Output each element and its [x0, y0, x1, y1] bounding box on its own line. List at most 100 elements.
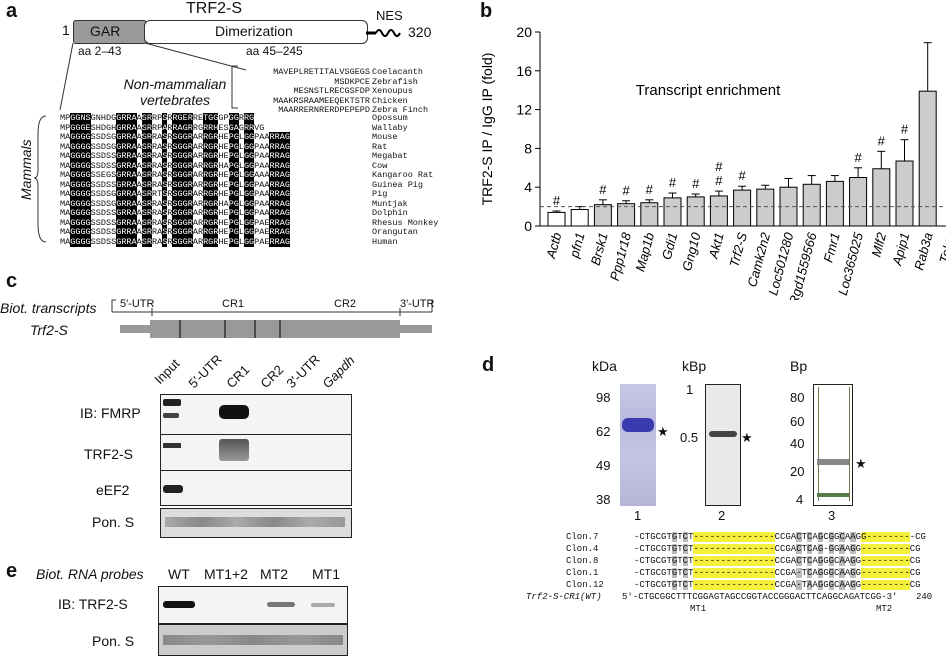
nonmammal-species: Coelacanth	[372, 67, 424, 77]
gel3-star: ★	[855, 456, 867, 471]
bar-Mlf2	[872, 168, 891, 227]
sig-Brsk1: #	[599, 182, 607, 197]
band-mt1	[311, 603, 335, 607]
coomassie-gel	[620, 384, 656, 506]
mammal-seq: MAGGGGSSDSGGRRAASRRASRSGGRARRGRHEPGLGGPA…	[60, 132, 290, 142]
lane-gapdh: Gapdh	[319, 352, 358, 391]
band-input-fmrp	[163, 399, 181, 406]
mammal-seq: MAGGGGSSDSSGRRAASRRASRSGGRARRGRHEPGLGGPA…	[60, 217, 290, 228]
clone-name: Clon.1	[566, 568, 599, 578]
nonmammal-bracket	[231, 65, 238, 109]
chart-title: Transcript enrichment	[636, 82, 781, 99]
gar-range: aa 2–43	[78, 44, 122, 58]
nonmammal-group-label: Non-mammalian vertebrates	[123, 76, 227, 108]
gel2-num: 2	[718, 508, 726, 523]
x-label-Actb: Actb	[543, 231, 564, 261]
bar-Akt1	[709, 195, 728, 227]
mammal-species: Wallaby	[372, 122, 408, 133]
dimer-range: aa 45–245	[246, 44, 303, 58]
kda-tick-62: 62	[596, 424, 611, 439]
blot-eef2	[160, 470, 352, 506]
nonmammal-seq: MAAKRSRAAMEEQEKTSTR	[273, 95, 371, 106]
region-cr2: CR2	[334, 298, 357, 310]
bp-tick-80: 80	[790, 390, 805, 405]
protein-title: TRF2-S	[186, 0, 242, 17]
bar-chart: 0 4 8 12 16 20 TRF2-S IP / IgG IP (fold) Transc…	[479, 24, 946, 300]
x-label-Gdi1: Gdi1	[659, 231, 681, 261]
band-wt	[163, 601, 195, 608]
blot-fmrp	[160, 394, 352, 436]
x-label-Mlf2: Mlf2	[868, 230, 889, 258]
lane-mt2: MT2	[260, 566, 288, 582]
x-label-pfn1: pfn1	[566, 231, 587, 260]
mammal-species: Kangaroo Rat	[372, 170, 434, 180]
mammal-seq: MAGGGGSSDSSGRRAASRRASRSGGRARRGRHAPGLGGPA…	[60, 160, 290, 171]
bar-pfn1	[570, 209, 589, 227]
y-tick-label: 0	[524, 218, 532, 234]
x-label-Trf2-S: Trf2-S	[726, 231, 750, 269]
row-pons: Pon. S	[92, 514, 135, 530]
nonmammal-seq: MAARRERNRERDPEPEPD	[278, 105, 371, 115]
band-input-fmrp2	[163, 413, 179, 418]
wt-name: Trf2-S-CR1(WT)	[526, 592, 602, 602]
mammal-seq: MAGGGGSSDSSGRRAASRRASRSGGRARRGRHEPGLGGPA…	[60, 236, 290, 247]
bar-Camk2n2	[756, 188, 775, 227]
nes-label: NES	[376, 8, 403, 23]
y-axis-title: TRF2-S IP / IgG IP (fold)	[479, 53, 495, 206]
blot-pons-c	[160, 508, 352, 538]
bp-tick-60: 60	[790, 414, 805, 429]
band-mt2	[267, 602, 295, 607]
gar-label: GAR	[90, 23, 121, 39]
mammal-seq: MAGGGGSSDSSGRRAASRRASRSGGRARRGRHEPGLGGPA…	[60, 227, 290, 237]
row-trf2s: TRF2-S	[84, 446, 133, 462]
nonmammal-species: Chicken	[372, 95, 408, 106]
sig-Trf2-S: #	[738, 168, 746, 183]
blot-e-trf2s	[158, 586, 348, 624]
gel3-band-low	[817, 493, 849, 497]
row-pons-e: Pon. S	[92, 633, 135, 649]
kda-tick-49: 49	[596, 458, 611, 473]
band-e-pons	[163, 635, 343, 645]
lane-cr2: CR2	[257, 361, 287, 391]
clone-seq: -CTGCGTGTCT---------------CCGACTCAG-GGAA…	[634, 544, 921, 554]
sig-Mlf2: #	[878, 133, 886, 148]
kda-label: kDa	[592, 358, 617, 374]
x-label-Akt1: Akt1	[705, 231, 726, 261]
y-tick-label: 16	[516, 63, 532, 79]
wt-seq: 5′-CTGCGGCTTTCGGAGTAGCCGGTACCGGGACTTCAGG…	[622, 592, 898, 602]
x-label-Fmr1: Fmr1	[820, 231, 842, 264]
blot-e-pons	[158, 624, 348, 656]
y-tick-label: 12	[516, 102, 532, 118]
gel2-band	[709, 431, 737, 437]
agarose-gel	[705, 384, 741, 506]
x-label-Tekt1: Tekt1	[936, 231, 946, 265]
mammal-species: Orangutan	[372, 227, 418, 237]
blot-trf2s	[160, 434, 352, 472]
zoom-lines	[59, 42, 247, 111]
clone-seq: -CTGCGTGTCT---------------CCGACTCAGCGGCA…	[634, 532, 926, 542]
region-5utr: 5′-UTR	[120, 298, 155, 310]
mt2-label: MT2	[876, 604, 893, 614]
x-label-Rab3a: Rab3a	[911, 231, 935, 272]
sig-Akt1: #	[715, 159, 723, 174]
x-label-Map1b: Map1b	[632, 231, 657, 273]
mammal-seq: MAGGGGSSDSGGRRAASRRASRSGGRARRGRHEPGLGGPA…	[60, 141, 290, 152]
rna-gel	[813, 384, 853, 506]
mammal-species: Dolphin	[372, 208, 408, 218]
lane-wt: WT	[168, 566, 190, 582]
protein-end: 320	[408, 24, 432, 40]
nonmammal-species: Zebrafish	[372, 76, 418, 87]
sig-Actb: #	[553, 193, 561, 208]
sig-Gdi1: #	[669, 175, 677, 190]
mammal-species: Rhesus Monkey	[372, 217, 439, 228]
band-cr1-fmrp	[219, 405, 249, 419]
dimerization-domain	[144, 20, 368, 44]
row-ib-trf2s: IB: TRF2-S	[58, 596, 128, 612]
mt1-label: MT1	[690, 604, 707, 614]
kda-tick-38: 38	[596, 492, 611, 507]
band-cr1-trf2s	[219, 439, 249, 461]
gene-label: Trf2-S	[30, 322, 68, 338]
mammal-species: Opossum	[372, 113, 408, 123]
clone-name: Clon.8	[566, 556, 599, 566]
clone-seq: -CTGCGTGTCT---------------CCGACTCAGGGCAA…	[634, 556, 921, 566]
